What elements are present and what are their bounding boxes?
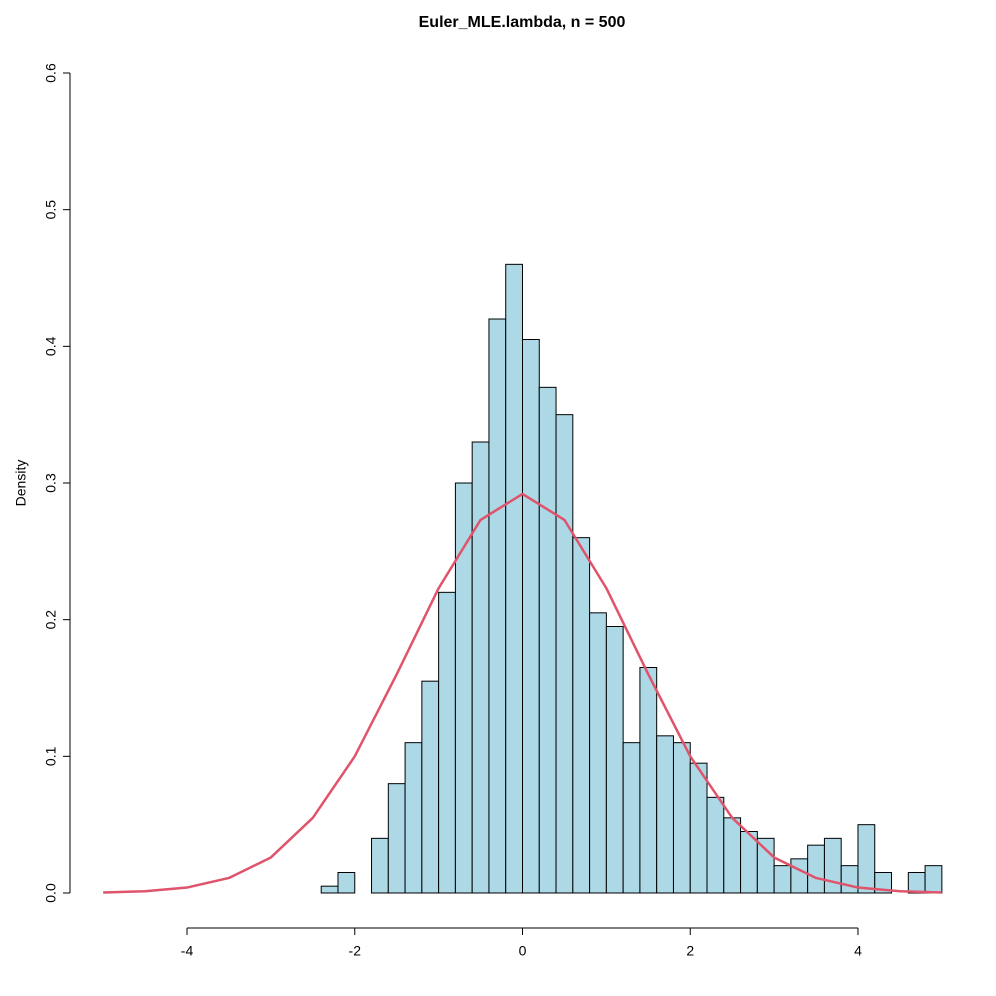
x-tick-label: 4 xyxy=(854,943,862,959)
x-tick-label: -4 xyxy=(181,943,194,959)
bar xyxy=(438,591,456,894)
bar xyxy=(421,680,440,894)
bar xyxy=(589,612,607,894)
x-tick-label: 0 xyxy=(519,943,527,959)
bar xyxy=(555,414,574,894)
bar xyxy=(404,742,423,894)
bar xyxy=(605,626,624,894)
bar xyxy=(857,824,876,894)
y-tick-label: 0.0 xyxy=(43,883,59,903)
bar xyxy=(622,742,641,894)
bar xyxy=(337,872,356,894)
y-tick-label: 0.3 xyxy=(43,473,59,493)
x-tick-label: 2 xyxy=(686,943,694,959)
bar xyxy=(454,482,473,894)
x-tick-label: -2 xyxy=(349,943,362,959)
bar xyxy=(773,865,792,894)
bar xyxy=(689,762,708,894)
y-axis-label: Density xyxy=(13,460,29,507)
bar xyxy=(371,837,389,894)
bar xyxy=(874,872,893,894)
bar xyxy=(656,735,674,894)
bar xyxy=(672,742,691,894)
bar xyxy=(756,837,775,894)
bar xyxy=(790,858,809,894)
bar xyxy=(522,339,540,894)
bar xyxy=(807,844,825,894)
bar xyxy=(538,386,557,894)
bar xyxy=(840,865,859,894)
bar xyxy=(723,817,742,894)
chart-title: Euler_MLE.lambda, n = 500 xyxy=(419,14,626,31)
y-tick-label: 0.1 xyxy=(43,746,59,766)
bar xyxy=(471,441,490,894)
bar xyxy=(706,796,725,894)
density-curve xyxy=(103,492,942,894)
y-tick-label: 0.6 xyxy=(43,63,59,83)
y-tick-label: 0.5 xyxy=(43,200,59,220)
bar xyxy=(488,318,507,894)
bar xyxy=(572,537,591,894)
bar xyxy=(907,872,926,894)
bar xyxy=(823,837,842,894)
y-tick-label: 0.4 xyxy=(43,336,59,356)
bar xyxy=(320,885,339,894)
y-tick-label: 0.2 xyxy=(43,610,59,630)
bar xyxy=(924,865,943,894)
bar xyxy=(639,667,658,894)
bar xyxy=(387,783,406,894)
bar xyxy=(505,263,523,894)
